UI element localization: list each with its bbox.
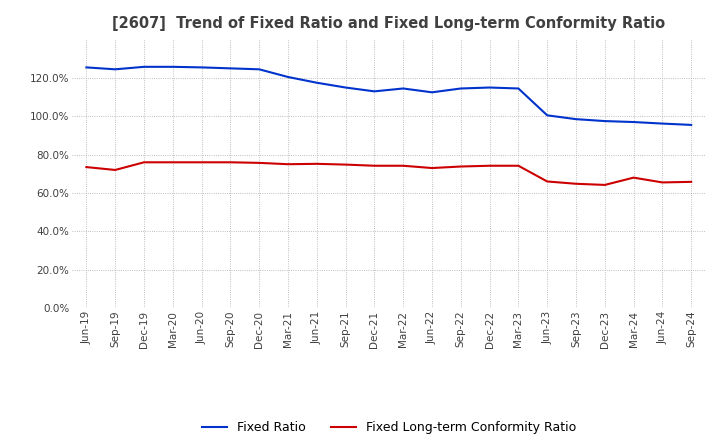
Fixed Ratio	[456, 86, 465, 91]
Fixed Long-term Conformity Ratio	[399, 163, 408, 169]
Fixed Ratio	[600, 118, 609, 124]
Fixed Long-term Conformity Ratio	[284, 161, 292, 167]
Fixed Ratio	[428, 90, 436, 95]
Fixed Ratio	[341, 85, 350, 90]
Fixed Long-term Conformity Ratio	[600, 182, 609, 187]
Fixed Ratio	[658, 121, 667, 126]
Fixed Long-term Conformity Ratio	[111, 167, 120, 172]
Fixed Long-term Conformity Ratio	[226, 160, 235, 165]
Fixed Ratio	[226, 66, 235, 71]
Fixed Ratio	[168, 64, 177, 70]
Fixed Long-term Conformity Ratio	[82, 165, 91, 170]
Fixed Ratio	[255, 67, 264, 72]
Fixed Ratio	[140, 64, 148, 70]
Fixed Ratio	[687, 122, 696, 128]
Fixed Ratio	[370, 89, 379, 94]
Fixed Long-term Conformity Ratio	[514, 163, 523, 169]
Fixed Long-term Conformity Ratio	[485, 163, 494, 169]
Fixed Long-term Conformity Ratio	[658, 180, 667, 185]
Line: Fixed Long-term Conformity Ratio: Fixed Long-term Conformity Ratio	[86, 162, 691, 185]
Fixed Long-term Conformity Ratio	[168, 160, 177, 165]
Fixed Ratio	[629, 119, 638, 125]
Legend: Fixed Ratio, Fixed Long-term Conformity Ratio: Fixed Ratio, Fixed Long-term Conformity …	[197, 416, 581, 439]
Fixed Ratio	[197, 65, 206, 70]
Fixed Long-term Conformity Ratio	[543, 179, 552, 184]
Fixed Long-term Conformity Ratio	[255, 160, 264, 165]
Line: Fixed Ratio: Fixed Ratio	[86, 67, 691, 125]
Fixed Ratio	[514, 86, 523, 91]
Fixed Long-term Conformity Ratio	[456, 164, 465, 169]
Fixed Ratio	[312, 80, 321, 85]
Fixed Ratio	[399, 86, 408, 91]
Fixed Ratio	[572, 117, 580, 122]
Fixed Ratio	[82, 65, 91, 70]
Fixed Long-term Conformity Ratio	[341, 162, 350, 167]
Fixed Long-term Conformity Ratio	[197, 160, 206, 165]
Fixed Long-term Conformity Ratio	[687, 179, 696, 184]
Fixed Long-term Conformity Ratio	[140, 160, 148, 165]
Fixed Long-term Conformity Ratio	[370, 163, 379, 169]
Fixed Long-term Conformity Ratio	[312, 161, 321, 166]
Title: [2607]  Trend of Fixed Ratio and Fixed Long-term Conformity Ratio: [2607] Trend of Fixed Ratio and Fixed Lo…	[112, 16, 665, 32]
Fixed Long-term Conformity Ratio	[629, 175, 638, 180]
Fixed Ratio	[543, 113, 552, 118]
Fixed Ratio	[284, 74, 292, 80]
Fixed Ratio	[485, 85, 494, 90]
Fixed Long-term Conformity Ratio	[428, 165, 436, 171]
Fixed Long-term Conformity Ratio	[572, 181, 580, 187]
Fixed Ratio	[111, 67, 120, 72]
